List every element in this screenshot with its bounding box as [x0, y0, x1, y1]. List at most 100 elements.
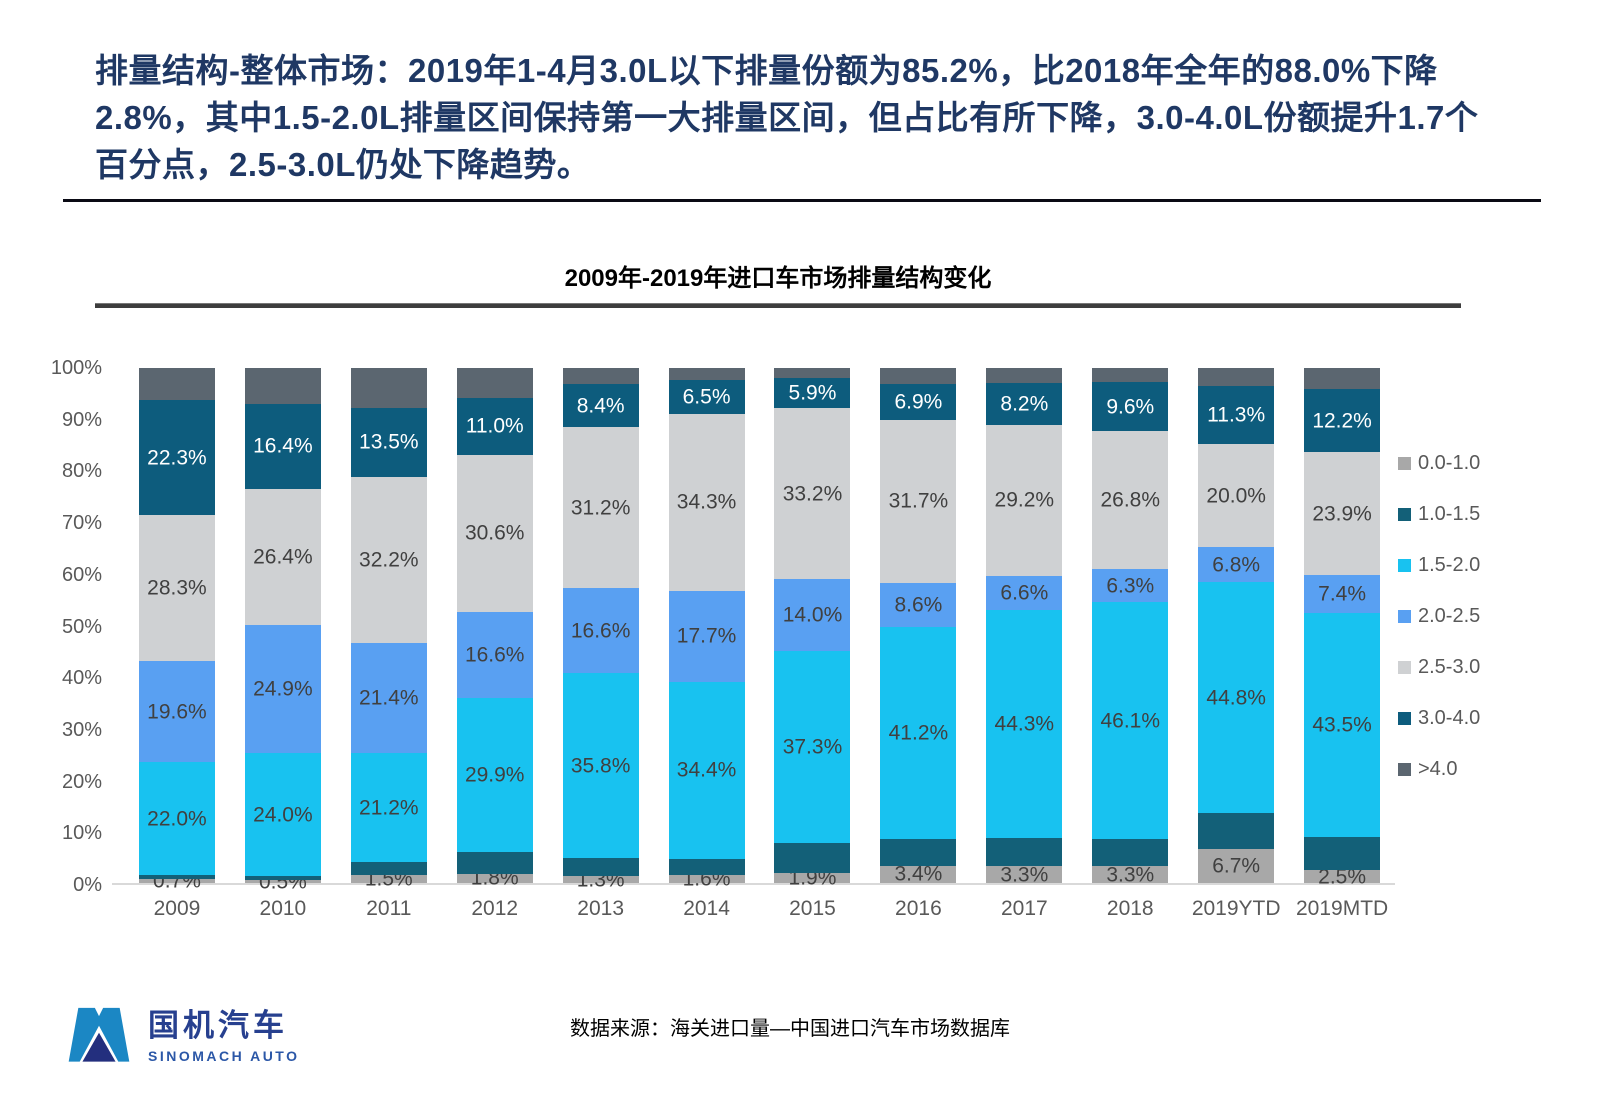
- segment-3.0-4.0-2015: 5.9%: [774, 377, 851, 409]
- bar-slot-2014: 1.6% 34.4% 17.7% 34.3% 6.5%: [654, 368, 760, 889]
- legend-item-0.0-1.0: 0.0-1.0: [1398, 452, 1480, 474]
- segment-1.5-2.0-2019YTD: 44.8%: [1198, 582, 1275, 813]
- slide-headline: 排量结构-整体市场：2019年1-4月3.0L以下排量份额为85.2%，比201…: [95, 52, 1479, 183]
- sinomach-logo-text: 国机汽车 SINOMACH AUTO: [148, 1000, 300, 1064]
- segment->4.0-2017: [986, 368, 1063, 383]
- bar-slot-2015: 1.9% 37.3% 14.0% 33.2% 5.9%: [760, 368, 866, 889]
- stacked-bar-2019MTD: 2.5% 43.5% 7.4% 23.9% 12.2%: [1304, 368, 1381, 887]
- y-tick-60: 60%: [61, 563, 102, 586]
- segment-label-1.5-2.0-2014: 34.4%: [676, 758, 737, 782]
- segment-0.0-1.0-2009: 0.7%: [138, 871, 215, 892]
- stacked-bar-2009: 0.7% 22.0% 19.6% 28.3% 22.3%: [138, 368, 215, 892]
- segment-2.5-3.0-2013: 31.2%: [562, 427, 639, 588]
- chart-plot-area: 0.7% 22.0% 19.6% 28.3% 22.3% 0.5% 24.0% 24.9% 26…: [112, 368, 1395, 892]
- logo-name-cn: 国机汽车: [148, 1008, 288, 1043]
- bar-slot-2019MTD: 2.5% 43.5% 7.4% 23.9% 12.2%: [1289, 368, 1395, 887]
- segment-3.0-4.0-2019YTD: 11.3%: [1198, 386, 1275, 445]
- bar-slot-2017: 3.3% 44.3% 6.6% 29.2% 8.2%: [971, 368, 1077, 885]
- segment-1.0-1.5-2012: [456, 851, 533, 874]
- x-tick-2015: 2015: [789, 897, 836, 920]
- segment-1.0-1.5-2014: [668, 858, 745, 875]
- segment-1.0-1.5-2019MTD: [1304, 837, 1381, 871]
- segment-1.5-2.0-2009: 22.0%: [138, 762, 215, 876]
- segment->4.0-2019MTD: [1304, 368, 1381, 390]
- x-tick-2012: 2012: [471, 897, 519, 920]
- stacked-bar-2012: 1.8% 29.9% 16.6% 30.6% 11.0%: [456, 368, 533, 889]
- segment-label-2.5-3.0-2011: 32.2%: [359, 548, 419, 572]
- legend-item-1.5-2.0: 1.5-2.0: [1398, 554, 1480, 576]
- segment-1.0-1.5-2010: [244, 876, 321, 881]
- segment-label-2.5-3.0-2019YTD: 20.0%: [1206, 484, 1266, 508]
- legend-label-2.5-3.0: 2.5-3.0: [1418, 655, 1481, 678]
- segment-3.0-4.0-2011: 13.5%: [350, 407, 427, 478]
- segment-label-2.5-3.0-2013: 31.2%: [570, 496, 631, 520]
- segment-0.0-1.0-2019YTD: 6.7%: [1198, 848, 1275, 883]
- legend-label-0.0-1.0: 0.0-1.0: [1418, 451, 1481, 474]
- segment-label-3.0-4.0-2012: 11.0%: [465, 414, 524, 438]
- segment->4.0-2010: [244, 368, 321, 405]
- segment-label-1.5-2.0-2010: 24.0%: [253, 803, 313, 827]
- segment-label-0.0-1.0-2018: 3.3%: [1106, 863, 1155, 886]
- segment-3.0-4.0-2018: 9.6%: [1092, 381, 1169, 432]
- segment-3.0-4.0-2016: 6.9%: [880, 384, 957, 420]
- legend-item-2.5-3.0: 2.5-3.0: [1398, 656, 1480, 678]
- segment-label-3.0-4.0-2009: 22.3%: [147, 446, 207, 470]
- segment->4.0-2014: [668, 368, 745, 381]
- stacked-bar-2017: 3.3% 44.3% 6.6% 29.2% 8.2%: [986, 368, 1063, 885]
- segment-3.0-4.0-2009: 22.3%: [138, 400, 215, 516]
- segment-1.5-2.0-2010: 24.0%: [244, 752, 321, 877]
- legend-swatch-1.5-2.0: [1398, 558, 1411, 572]
- bar-slot-2011: 1.5% 21.2% 21.4% 32.2% 13.5%: [336, 368, 442, 890]
- legend-swatch-1.0-1.5: [1398, 507, 1411, 521]
- segment-label-3.0-4.0-2014: 6.5%: [682, 385, 731, 409]
- segment-label-0.0-1.0-2016: 3.4%: [894, 862, 943, 886]
- chart-title-divider: [95, 303, 1461, 308]
- stacked-bar-2011: 1.5% 21.2% 21.4% 32.2% 13.5%: [350, 368, 427, 890]
- segment-3.0-4.0-2014: 6.5%: [668, 380, 745, 414]
- chart-legend: 0.0-1.0 1.0-1.5 1.5-2.0 2.0-2.5 2.5-3.0 3.0-4…: [1398, 452, 1480, 809]
- segment-3.0-4.0-2017: 8.2%: [986, 382, 1063, 426]
- segment->4.0-2009: [138, 368, 215, 401]
- segment-label-2.5-3.0-2017: 29.2%: [994, 488, 1055, 512]
- segment-1.0-1.5-2009: [138, 875, 215, 880]
- data-source-note: 数据来源：海关进口量—中国进口汽车市场数据库: [570, 1018, 1010, 1040]
- segment-2.0-2.5-2014: 17.7%: [668, 590, 745, 682]
- segment-label-1.5-2.0-2011: 21.2%: [359, 796, 419, 820]
- y-tick-70: 70%: [61, 512, 102, 535]
- segment-label-2.5-3.0-2009: 28.3%: [147, 576, 207, 600]
- segment-0.0-1.0-2017: 3.3%: [986, 864, 1063, 885]
- stacked-bar-2010: 0.5% 24.0% 24.9% 26.4% 16.4%: [244, 368, 321, 892]
- segment-1.5-2.0-2018: 46.1%: [1092, 601, 1169, 840]
- bar-slot-2018: 3.3% 46.1% 6.3% 26.8% 9.6%: [1077, 368, 1183, 886]
- segment-1.5-2.0-2013: 35.8%: [562, 673, 639, 858]
- segment-label-2.5-3.0-2018: 26.8%: [1100, 488, 1161, 512]
- segment-3.0-4.0-2013: 8.4%: [562, 384, 639, 428]
- headline-divider: [63, 199, 1541, 202]
- segment-2.0-2.5-2015: 14.0%: [774, 579, 851, 652]
- segment-label-3.0-4.0-2013: 8.4%: [576, 394, 625, 418]
- segment-2.0-2.5-2017: 6.6%: [986, 575, 1063, 610]
- segment-label-1.5-2.0-2013: 35.8%: [570, 754, 631, 778]
- segment-label-2.0-2.5-2009: 19.6%: [147, 700, 207, 724]
- legend-label-1.0-1.5: 1.0-1.5: [1418, 502, 1481, 525]
- segment-label-3.0-4.0-2015: 5.9%: [788, 381, 837, 405]
- segment-0.0-1.0-2018: 3.3%: [1092, 863, 1169, 886]
- segment-0.0-1.0-2019MTD: 2.5%: [1304, 866, 1381, 887]
- y-tick-40: 40%: [61, 667, 102, 690]
- segment-label-3.0-4.0-2010: 16.4%: [253, 434, 313, 458]
- segment-1.0-1.5-2018: [1092, 839, 1169, 867]
- segment->4.0-2018: [1092, 368, 1169, 382]
- segment-1.0-1.5-2017: [986, 837, 1063, 867]
- sinomach-logo-icon: [68, 1007, 130, 1062]
- segment-label-2.5-3.0-2012: 30.6%: [464, 521, 525, 545]
- segment-label-1.5-2.0-2017: 44.3%: [994, 712, 1055, 736]
- legend-item->4.0: >4.0: [1398, 758, 1480, 780]
- y-axis-labels: 0% 10% 20% 30% 40% 50% 60% 70% 80% 90% 100%: [30, 357, 102, 896]
- legend-swatch-0.0-1.0: [1398, 456, 1411, 470]
- segment-label-2.5-3.0-2016: 31.7%: [888, 489, 949, 513]
- y-tick-10: 10%: [61, 822, 102, 845]
- stacked-bar-2013: 1.3% 35.8% 16.6% 31.2% 8.4%: [562, 368, 639, 890]
- segment-label-2.5-3.0-2015: 33.2%: [782, 482, 843, 506]
- stacked-bar-2015: 1.9% 37.3% 14.0% 33.2% 5.9%: [774, 368, 851, 889]
- segment->4.0-2013: [562, 368, 639, 385]
